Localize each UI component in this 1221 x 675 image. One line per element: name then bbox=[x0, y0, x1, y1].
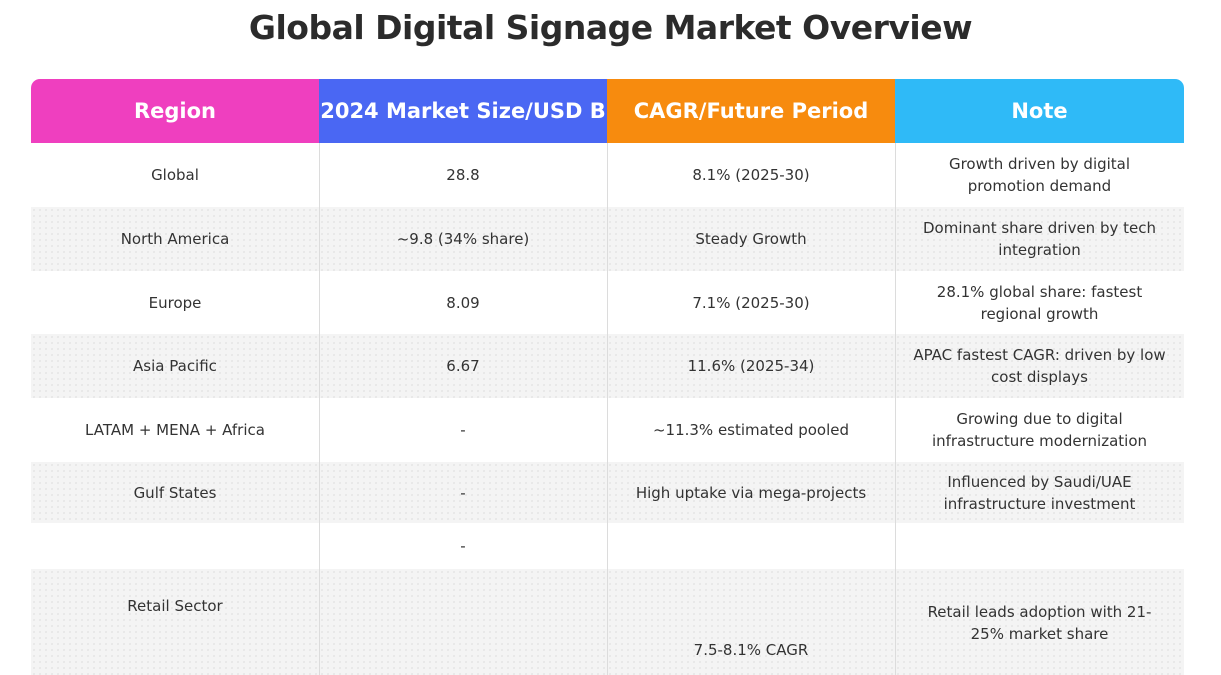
cell-market-size: ~9.8 (34% share) bbox=[396, 230, 530, 248]
cell-note: APAC fastest CAGR: driven by low cost di… bbox=[913, 346, 1166, 386]
cell-note: Influenced by Saudi/UAE infrastructure i… bbox=[943, 472, 1136, 513]
cell-region: Europe bbox=[148, 293, 202, 312]
cell-note: Growing due to digital infrastructure mo… bbox=[931, 410, 1148, 450]
cell-region bbox=[31, 523, 319, 569]
cell-market-size: 28.8 bbox=[446, 166, 480, 184]
cell-cagr: High uptake via mega-projects bbox=[635, 483, 867, 502]
cell-cagr bbox=[607, 523, 895, 569]
cell-region: Global bbox=[151, 166, 199, 184]
table-row: LATAM + MENA + Africa - ~11.3% estimated… bbox=[31, 398, 1184, 462]
cell-note: 28.1% global share: fastest regional gro… bbox=[936, 282, 1143, 323]
cell-cagr: 7.5-8.1% CAGR bbox=[693, 641, 809, 659]
table-row: - bbox=[31, 523, 1184, 569]
cell-region: North America bbox=[120, 230, 230, 248]
cell-cagr: ~11.3% estimated pooled bbox=[652, 421, 850, 439]
cell-cagr: 7.1% (2025-30) bbox=[692, 293, 810, 312]
cell-cagr: 8.1% (2025-30) bbox=[692, 166, 810, 184]
cell-note bbox=[895, 523, 1184, 569]
cell-market-size: 8.09 bbox=[446, 293, 480, 312]
cell-cagr: Steady Growth bbox=[695, 230, 807, 248]
header-market-size: 2024 Market Size/USD B bbox=[319, 79, 607, 143]
cell-market-size: 6.67 bbox=[446, 357, 480, 375]
cell-cagr: 11.6% (2025-34) bbox=[687, 357, 815, 375]
cell-region: Gulf States bbox=[133, 483, 217, 502]
cell-region: LATAM + MENA + Africa bbox=[85, 421, 265, 439]
column-divider bbox=[607, 143, 608, 675]
cell-note: Dominant share driven by tech integratio… bbox=[923, 219, 1156, 259]
cell-market-size: - bbox=[460, 537, 466, 555]
cell-region: Retail Sector bbox=[127, 597, 223, 615]
page-title: Global Digital Signage Market Overview bbox=[248, 8, 973, 47]
cell-market-size: - bbox=[460, 421, 466, 439]
table-row: Global 28.8 8.1% (2025-30) Growth driven… bbox=[31, 143, 1184, 207]
header-cagr: CAGR/Future Period bbox=[607, 79, 895, 143]
column-divider bbox=[895, 143, 896, 675]
cell-market-size: - bbox=[460, 483, 466, 502]
cell-market-size bbox=[319, 569, 607, 675]
column-divider bbox=[319, 143, 320, 675]
table-row: Europe 8.09 7.1% (2025-30) 28.1% global … bbox=[31, 271, 1184, 334]
header-region: Region bbox=[31, 79, 319, 143]
header-note: Note bbox=[895, 79, 1184, 143]
cell-note: Growth driven by digital promotion deman… bbox=[948, 155, 1131, 195]
cell-note: Retail leads adoption with 21-25% market… bbox=[927, 603, 1152, 643]
cell-region: Asia Pacific bbox=[133, 357, 217, 375]
